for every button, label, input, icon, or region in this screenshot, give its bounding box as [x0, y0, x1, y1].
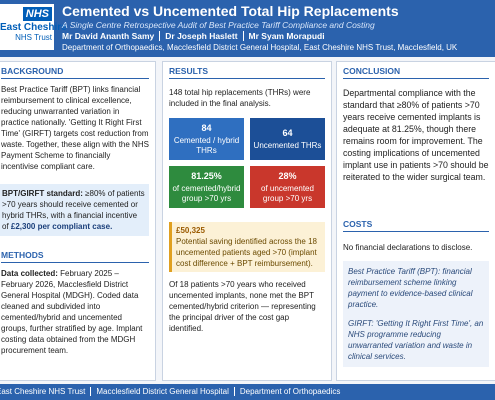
footer-item: East Cheshire NHS Trust	[0, 387, 86, 396]
stat-box: 64 Uncemented THRs	[250, 118, 325, 160]
stat-value: 84	[201, 122, 212, 133]
stat-label: of uncemented group >70 yrs	[261, 183, 314, 203]
results-note: Of 18 patients >70 years who received un…	[169, 280, 316, 333]
saving-text: Potential saving identified across the 1…	[176, 237, 317, 268]
section-heading: BACKGROUND	[1, 66, 149, 79]
stats-grid: 84 Cemented / hybrid THRs 64 Uncemented TH…	[169, 118, 325, 208]
footer-item: Department of Orthopaedics	[233, 387, 341, 396]
conclusion-text: Departmental compliance with the standar…	[343, 88, 489, 182]
results-intro: 148 total hip replacements (THRs) were i…	[169, 88, 311, 108]
section-heading: RESULTS	[169, 66, 325, 79]
left-column: BACKGROUND Best Practice Tariff (BPT) li…	[0, 61, 156, 381]
standard-label: BPT/GIRFT standard:	[2, 189, 83, 198]
stat-value: 81.25%	[191, 170, 222, 181]
standard-box: BPT/GIRFT standard: ≥80% of patients >70…	[0, 184, 149, 236]
logo-sub: NHS Trust	[15, 33, 52, 42]
affiliation: Department of Orthopaedics, Macclesfield…	[62, 43, 458, 52]
middle-column: RESULTS 148 total hip replacements (THRs…	[162, 61, 332, 381]
stat-value: 64	[282, 127, 293, 138]
author: Mr David Ananth Samy	[62, 31, 155, 41]
glossary-box: Best Practice Tariff (BPT): financial re…	[343, 261, 489, 367]
standard-text: ≥80% of patients >70 years should receiv…	[2, 189, 145, 231]
standard-emphasis: £2,300 per compliant case.	[10, 222, 113, 231]
authors: Mr David Ananth Samy Dr Joseph Haslett Mr …	[62, 31, 325, 41]
methods-label: Data collected:	[1, 269, 58, 278]
subtitle: A Single Centre Retrospective Audit of B…	[62, 20, 375, 30]
logo-org: East Cheshire	[0, 22, 67, 33]
logo: NHS East Cheshire NHS Trust	[0, 4, 67, 50]
stat-box: 28% of uncemented group >70 yrs	[250, 166, 325, 208]
stat-label: of cemented/hybrid group >70 yrs	[172, 183, 241, 203]
stat-value: 28%	[278, 170, 297, 181]
section-heading: COSTS	[343, 219, 489, 232]
glossary-item: GIRFT: 'Getting It Right First Time', an…	[348, 319, 484, 361]
header: NHS East Cheshire NHS Trust Cemented vs …	[0, 0, 495, 57]
stat-label: Uncemented THRs	[253, 140, 322, 150]
footer: East Cheshire NHS Trust Macclesfield Dist…	[0, 384, 495, 400]
right-column: CONCLUSION Departmental compliance with …	[336, 61, 495, 381]
costs-text: No financial declarations to disclose.	[343, 243, 473, 252]
saving-amount: £50,325	[176, 226, 205, 235]
section-heading: CONCLUSION	[343, 66, 489, 79]
glossary-item: Best Practice Tariff (BPT): financial re…	[348, 267, 473, 309]
section-heading: METHODS	[1, 250, 149, 263]
title: Cemented vs Uncemented Total Hip Replace…	[62, 3, 399, 19]
stat-label: Cemented / hybrid THRs	[173, 135, 240, 155]
author: Dr Joseph Haslett	[159, 31, 238, 41]
stat-box: 81.25% of cemented/hybrid group >70 yrs	[169, 166, 244, 208]
saving-box: £50,325 Potential saving identified acro…	[169, 222, 325, 272]
footer-item: Macclesfield District General Hospital	[90, 387, 229, 396]
background-text: Best Practice Tariff (BPT) links financi…	[1, 85, 149, 171]
logo-nhs: NHS	[22, 7, 52, 21]
stat-box: 84 Cemented / hybrid THRs	[169, 118, 244, 160]
author: Mr Syam Morapudi	[242, 31, 325, 41]
methods-text: February 2025 – February 2026, Macclesfi…	[1, 269, 143, 355]
